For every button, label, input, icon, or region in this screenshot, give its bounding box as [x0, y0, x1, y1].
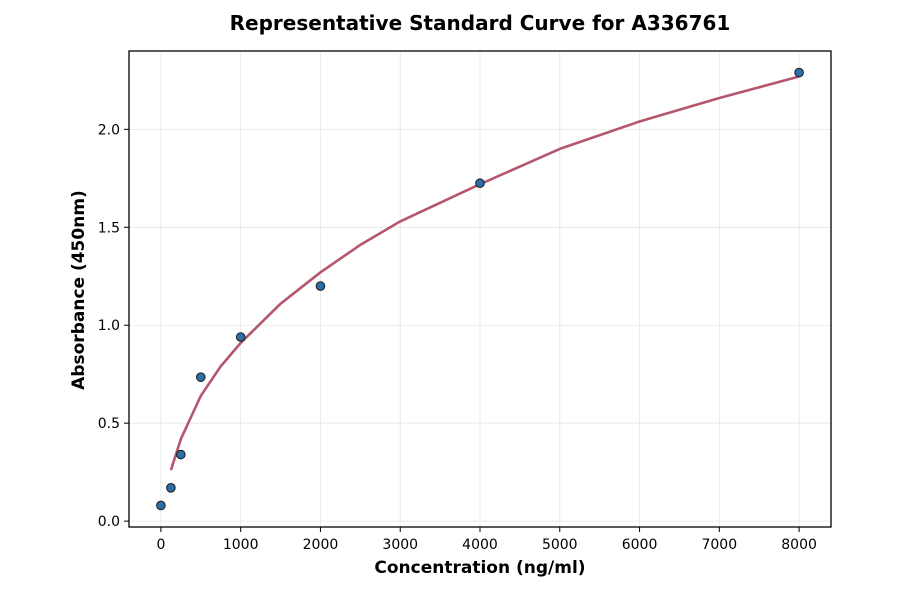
chart-title: Representative Standard Curve for A33676…	[230, 11, 731, 35]
x-tick-label: 4000	[462, 537, 498, 553]
x-tick-label: 7000	[701, 537, 737, 553]
y-tick-label: 1.0	[98, 318, 120, 334]
data-point	[475, 178, 485, 189]
data-point	[195, 372, 206, 382]
y-axis-ticks: 0.0 0.5 1.0 1.5 2.0	[98, 122, 129, 530]
y-tick-label: 2.0	[98, 122, 120, 138]
data-point	[166, 483, 176, 493]
x-axis-label: Concentration (ng/ml)	[374, 558, 585, 578]
data-points-layer	[156, 67, 804, 511]
x-tick-label: 8000	[781, 537, 817, 553]
x-tick-label: 0	[156, 537, 165, 553]
x-axis-ticks: 0 1000 2000 3000 4000 5000 6000 7000 8000	[156, 527, 817, 553]
data-point	[156, 500, 166, 511]
data-point	[315, 281, 326, 291]
fit-curve-layer	[169, 75, 800, 471]
data-point	[794, 67, 804, 78]
y-axis-label: Absorbance (450nm)	[69, 190, 89, 390]
data-point	[176, 449, 186, 460]
x-tick-label: 3000	[382, 537, 418, 553]
y-tick-label: 1.5	[98, 220, 120, 236]
y-tick-label: 0.5	[98, 416, 120, 432]
fit-curve-line	[169, 75, 800, 471]
x-tick-label: 5000	[542, 537, 578, 553]
grid-lines	[129, 51, 831, 527]
x-tick-label: 1000	[223, 537, 259, 553]
x-tick-label: 2000	[303, 537, 339, 553]
y-tick-label: 0.0	[98, 514, 120, 530]
data-point	[235, 332, 246, 342]
x-tick-label: 6000	[622, 537, 658, 553]
